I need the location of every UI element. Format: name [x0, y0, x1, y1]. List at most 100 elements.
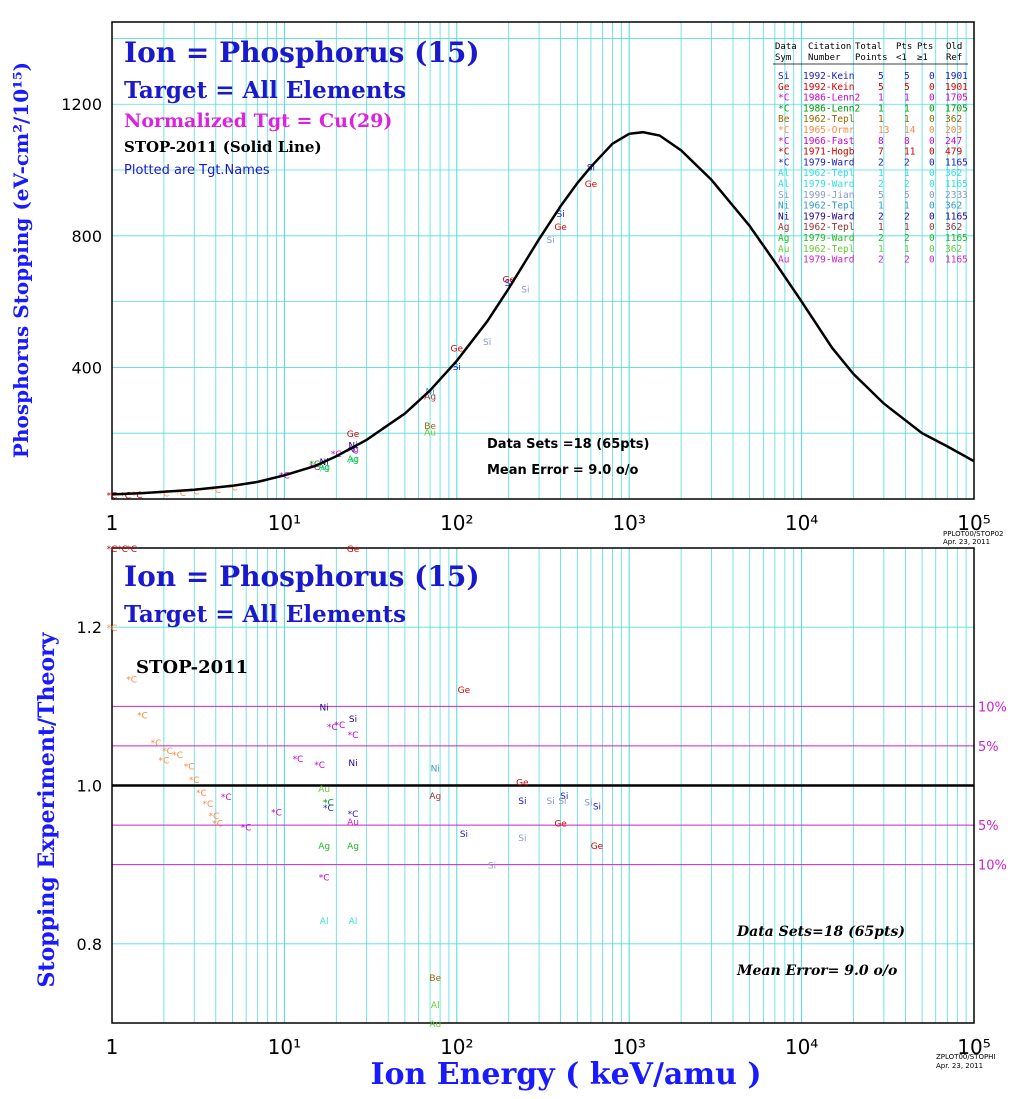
legend-cell: 2: [904, 179, 910, 190]
x-tick-label: 10¹: [268, 1035, 301, 1059]
legend-cell: 8: [878, 136, 884, 147]
legend-cell: 1: [878, 244, 884, 255]
x-tick-label: 10³: [612, 1035, 645, 1059]
data-point: Ag: [347, 842, 359, 852]
data-point: *C: [241, 824, 252, 834]
legend-cell: 1: [904, 103, 910, 114]
bottom-y-axis-title: Stopping Experiment/Theory: [34, 631, 60, 987]
legend-cell: 1966-Fast: [803, 136, 854, 147]
x-tick-label: 10⁴: [785, 1035, 818, 1059]
legend-cell: 5: [878, 82, 884, 93]
data-point: Ni: [431, 764, 440, 774]
top-title-normalized: Normalized Tgt = Cu(29): [124, 110, 392, 132]
data-point: *C: [348, 810, 359, 820]
data-point: Ag: [318, 463, 330, 473]
y-tick-label: 0.8: [77, 935, 102, 954]
data-point: Ge: [458, 686, 471, 696]
legend-header: Ref: [946, 53, 962, 63]
data-point: *C: [107, 491, 118, 501]
data-point: Ge: [516, 779, 529, 789]
legend-cell: 7: [878, 147, 884, 158]
legend-cell: 1: [904, 222, 910, 233]
legend-cell: 362: [945, 114, 962, 125]
legend-cell: 362: [945, 168, 962, 179]
legend-cell: Si: [778, 190, 790, 201]
data-point: Al: [349, 457, 358, 467]
data-point: Si: [518, 834, 526, 844]
data-point: *C: [323, 798, 334, 808]
legend-cell: 479: [945, 147, 962, 158]
legend-cell: 0: [929, 136, 935, 147]
data-point: Si: [560, 792, 568, 802]
band-label: 5%: [978, 740, 999, 755]
data-point: *C: [137, 711, 148, 721]
x-tick-label: 10⁵: [957, 511, 990, 535]
legend-cell: 5: [878, 71, 884, 82]
legend-cell: 1986-Lenn2: [803, 103, 860, 114]
data-point: *C: [327, 723, 338, 733]
data-point: *C: [335, 721, 346, 731]
legend-cell: 0: [929, 255, 935, 266]
data-point: *C: [209, 812, 220, 822]
data-point: Si: [584, 798, 592, 808]
data-point: *C: [212, 820, 223, 830]
bottom-reference-lines: 10% 5% 5% 10%: [112, 700, 1007, 874]
legend-cell: *C: [778, 125, 789, 136]
legend-cell: 1962-Tepl: [803, 114, 854, 125]
legend-cell: 1: [878, 168, 884, 179]
band-label: 5%: [978, 819, 999, 834]
legend-header: <1: [896, 53, 907, 63]
legend-cell: 1979-Ward: [803, 255, 854, 266]
legend-cell: 1: [904, 244, 910, 255]
y-tick-label: 1.0: [77, 777, 102, 796]
legend-cell: 0: [929, 93, 935, 104]
data-point: Ge: [347, 545, 360, 555]
legend-cell: 0: [929, 168, 935, 179]
data-point: Au: [347, 445, 359, 455]
data-point: *C: [227, 483, 238, 493]
data-point: *C: [293, 755, 304, 765]
legend-cell: 0: [929, 190, 935, 201]
legend-header: Pts: [896, 42, 912, 52]
legend-cell: 2: [904, 211, 910, 222]
stop-2011-curve: [111, 130, 975, 496]
legend-cell: Si: [778, 71, 790, 82]
legend-header: ≥1: [917, 53, 928, 63]
legend-cell: 1979-Ward: [803, 233, 854, 244]
data-point: *C: [175, 489, 186, 499]
data-point: Si: [593, 802, 601, 812]
data-point: Si: [521, 285, 529, 295]
bottom-data-points: *C*C*C*C*C*C*C*C*C*C*C*C*C*C*C*C*C*C*C*C…: [107, 545, 604, 1030]
data-point: *C: [210, 486, 221, 496]
legend-header: Sym: [775, 53, 791, 63]
legend-cell: 362: [945, 201, 962, 212]
legend-cell: 1: [878, 114, 884, 125]
top-y-axis-title: Phosphorus Stopping (eV-cm²/10¹⁵): [9, 62, 33, 458]
y-tick-label: 800: [71, 227, 102, 246]
data-point: Si: [587, 164, 595, 174]
y-tick-label: 400: [71, 358, 102, 377]
legend-cell: 0: [929, 71, 935, 82]
data-point: *C: [221, 793, 232, 803]
legend-cell: 203: [945, 125, 962, 136]
data-point: Al: [349, 917, 358, 927]
legend-cell: 1971-Hogb: [803, 147, 855, 158]
legend-cell: 0: [929, 157, 935, 168]
legend-cell: 2: [904, 233, 910, 244]
legend-cell: *C: [778, 157, 789, 168]
y-tick-label: 1.2: [77, 618, 102, 637]
data-legend: Data Citation Total Pts Pts Old Sym Number Point…: [773, 42, 968, 266]
legend-cell: 1165: [945, 255, 968, 266]
legend-cell: 1986-Lenn2: [803, 93, 860, 104]
legend-cell: 2: [904, 255, 910, 266]
band-label: 10%: [978, 859, 1007, 874]
legend-header: Points: [855, 53, 888, 63]
legend-cell: Au: [778, 255, 789, 266]
legend-cell: 0: [929, 222, 935, 233]
legend-cell: *C: [778, 103, 789, 114]
data-point: Be: [424, 422, 436, 432]
data-point: Ge: [347, 430, 360, 440]
legend-cell: 1: [878, 201, 884, 212]
bottom-date: Apr. 23, 2011: [936, 1062, 983, 1070]
